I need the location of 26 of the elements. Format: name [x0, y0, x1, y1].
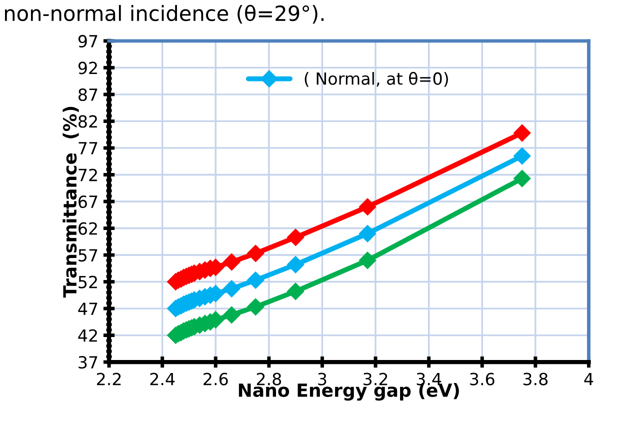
y-tick-label: 67 [78, 195, 98, 208]
legend-label: ( Normal, at θ=0) [304, 72, 448, 87]
x-tick-label: 2.4 [150, 372, 175, 386]
y-tick-label: 52 [78, 276, 97, 288]
y-axis-title: Transmittance (%) [62, 106, 79, 298]
x-tick-label: 2.8 [256, 372, 282, 386]
y-tick-label: 92 [78, 62, 97, 74]
x-tick-label: 2.6 [204, 372, 228, 386]
y-tick-label: 82 [78, 115, 97, 128]
x-tick-label: 3.8 [523, 372, 548, 386]
x-tick-label: 3.4 [416, 372, 442, 386]
y-tick-label: 87 [78, 88, 98, 102]
x-tick-label: 3 [318, 372, 326, 386]
x-tick-label: 3.6 [470, 372, 494, 386]
y-tick-label: 77 [78, 142, 98, 154]
y-tick-label: 42 [78, 329, 97, 342]
x-tick-label: 2.2 [96, 372, 121, 386]
y-tick-label: 57 [78, 249, 98, 262]
y-tick-label: 62 [78, 222, 97, 235]
text: non-normal incidence (θ=29°). [5, 4, 324, 24]
y-tick-label: 47 [78, 302, 98, 315]
y-tick-label: 97 [78, 34, 98, 48]
y-tick-label: 37 [78, 356, 98, 369]
y-tick-label: 72 [78, 168, 97, 182]
x-tick-label: 3.2 [364, 372, 388, 386]
x-tick-label: 4 [584, 372, 594, 386]
